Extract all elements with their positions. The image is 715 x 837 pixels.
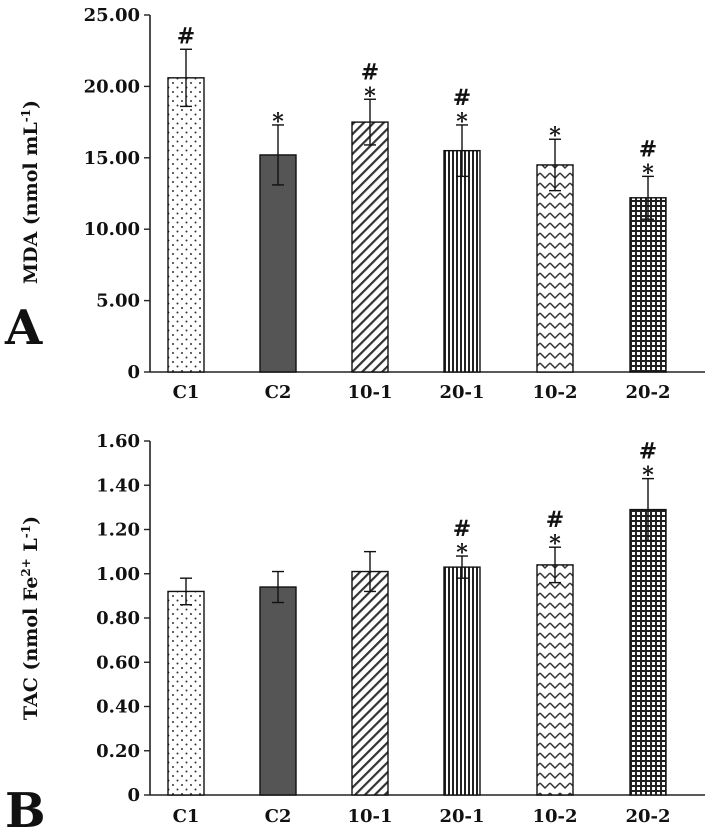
panel-b-significance-mark: * bbox=[549, 531, 561, 557]
panel-b-category-label: C2 bbox=[265, 806, 292, 827]
panel-b-category-label: 20-1 bbox=[439, 806, 484, 827]
panel-a-ytick-label: 10.00 bbox=[84, 219, 140, 240]
panel-b-significance-mark: * bbox=[642, 463, 654, 489]
panel-a-significance-mark: # bbox=[177, 23, 195, 49]
panel-b-significance-mark: # bbox=[546, 507, 564, 533]
panel-a-letter: A bbox=[4, 300, 43, 356]
panel-a-category-label: 10-2 bbox=[532, 382, 577, 403]
panel-b-bar-C1 bbox=[167, 590, 205, 796]
panel-b-ytick-label: 0.80 bbox=[96, 608, 140, 629]
panel-a-significance-mark: * bbox=[549, 123, 561, 149]
panel-a-significance-mark: # bbox=[361, 59, 379, 85]
panel-a-significance-mark: * bbox=[364, 83, 376, 109]
panel-a-ytick-label: 20.00 bbox=[84, 76, 140, 97]
panel-a-significance-mark: * bbox=[456, 109, 468, 135]
panel-b-bar-20-1 bbox=[443, 566, 481, 796]
panel-a-bar-C2 bbox=[259, 154, 297, 373]
panel-b-bar-10-1 bbox=[351, 570, 389, 796]
panel-b-category-label: C1 bbox=[173, 806, 200, 827]
panel-a-bar-10-2 bbox=[536, 164, 574, 373]
panel-b-bar-C2 bbox=[259, 586, 297, 796]
panel-b-ytick-label: 1.20 bbox=[96, 520, 140, 541]
panel-b-ytick-label: 0.40 bbox=[96, 697, 140, 718]
panel-a-axes: 05.0010.0015.0020.0025.00#C1*C2*#10-1*#2… bbox=[84, 5, 705, 403]
panel-a-ytick-label: 5.00 bbox=[96, 291, 140, 312]
panel-a-bar-20-2 bbox=[629, 197, 667, 373]
panel-a-significance-mark: # bbox=[639, 136, 657, 162]
panel-b-ytick-label: 0.20 bbox=[96, 741, 140, 762]
panel-a-category-label: C1 bbox=[173, 382, 200, 403]
panel-b-axes: 0 0.20 0.40 0.60 0.80 1.00 1.20 1.40 1.60 C1 C2 10-… bbox=[96, 431, 705, 827]
panel-a-ytick-label: 15.00 bbox=[84, 148, 140, 169]
panel-b-ytick-label: 0.60 bbox=[96, 652, 140, 673]
panel-b-ytick-label: 1.00 bbox=[96, 564, 140, 585]
panel-a-ytick-label: 0 bbox=[127, 362, 140, 383]
panel-b-ytick-label: 0 bbox=[127, 785, 140, 806]
panel-a-bar-C1 bbox=[167, 77, 205, 373]
panel-a-significance-mark: # bbox=[453, 85, 471, 111]
panel-a-bar-20-1 bbox=[443, 149, 481, 373]
panel-b-category-label: 10-1 bbox=[347, 806, 392, 827]
panel-a-bar-10-1 bbox=[351, 121, 389, 373]
panel-a-category-label: 20-2 bbox=[625, 382, 670, 403]
panel-b: B TAC (nmol Fe2+ L-1) 0 0.20 0.40 0.60 0.80 1… bbox=[5, 431, 705, 837]
panel-b-letter: B bbox=[5, 783, 46, 837]
panel-a: A MDA (nmol mL-1) 0 5.00 10.00 15.00 20.00 25… bbox=[4, 5, 705, 403]
panel-a-ytick-label: 25.00 bbox=[84, 5, 140, 26]
panel-a-category-label: 10-1 bbox=[347, 382, 392, 403]
panel-a-significance-mark: * bbox=[272, 109, 284, 135]
panel-a-ylabel: MDA (nmol mL-1) bbox=[19, 100, 42, 284]
panel-b-bar-10-2 bbox=[536, 564, 574, 796]
panel-b-ytick-label: 1.40 bbox=[96, 475, 140, 496]
panel-b-category-label: 20-2 bbox=[625, 806, 670, 827]
panel-a-category-label: 20-1 bbox=[439, 382, 484, 403]
panel-b-significance-mark: # bbox=[453, 516, 471, 542]
panel-b-ylabel: TAC (nmol Fe2+ L-1) bbox=[19, 516, 42, 720]
panel-b-bar-20-2 bbox=[629, 508, 667, 796]
panel-b-significance-mark: # bbox=[639, 439, 657, 465]
panel-b-ytick-label: 1.60 bbox=[96, 431, 140, 452]
panel-b-significance-mark: * bbox=[456, 540, 468, 566]
panel-a-category-label: C2 bbox=[265, 382, 292, 403]
panel-b-category-label: 10-2 bbox=[532, 806, 577, 827]
panel-a-significance-mark: * bbox=[642, 160, 654, 186]
